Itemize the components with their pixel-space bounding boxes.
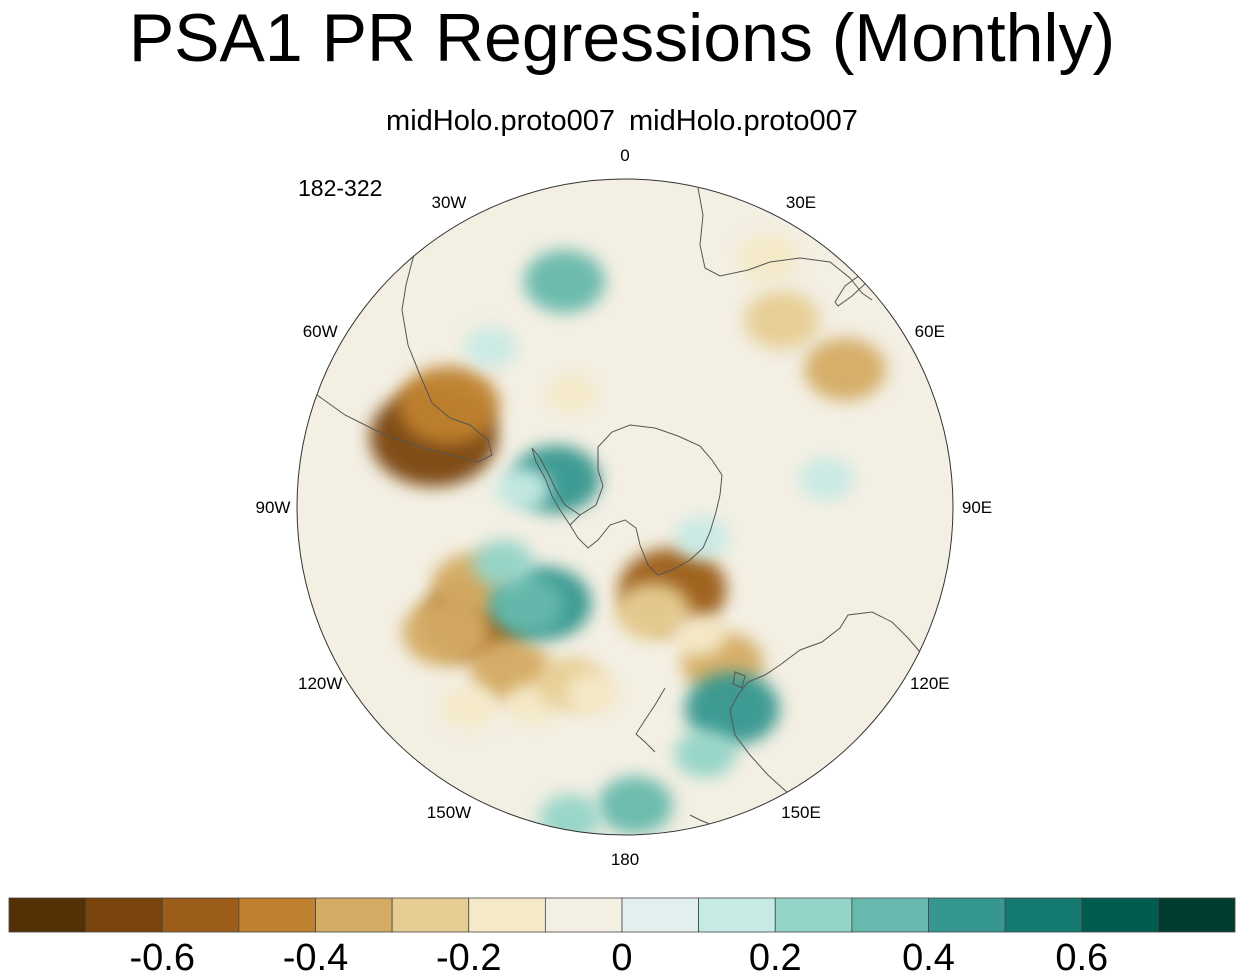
tasmania-coastline bbox=[732, 671, 746, 689]
anomaly-cell-12 bbox=[671, 613, 727, 657]
lon-label-180: 180 bbox=[611, 850, 639, 869]
map-background bbox=[297, 179, 953, 835]
anomaly-cell-30 bbox=[674, 516, 730, 560]
colorbar-box-1 bbox=[85, 897, 163, 933]
polar-map: 0 30E 60E 90E 120E 150E 180 150W 120W 90W 60W 30W bbox=[256, 146, 993, 869]
colorbar-box-10 bbox=[774, 897, 853, 933]
precip-regression-field bbox=[369, 234, 886, 835]
lon-label-90w: 90W bbox=[256, 498, 291, 517]
colorbar-box-13 bbox=[1004, 897, 1083, 933]
australia-coastline bbox=[737, 611, 921, 696]
anomaly-cell-1 bbox=[398, 366, 500, 445]
colorbar: -0.6 -0.4 -0.2 0 0.2 0.4 0.6 bbox=[8, 897, 1236, 978]
chart-subtitle: midHolo.proto007 midHolo.proto007 bbox=[386, 105, 858, 137]
anomaly-cell-23 bbox=[685, 672, 780, 746]
anomaly-cell-8 bbox=[440, 686, 496, 729]
anomaly-cell-17 bbox=[546, 373, 598, 413]
colorbar-tick-label: 0 bbox=[611, 937, 632, 978]
lon-label-150e: 150E bbox=[781, 803, 821, 822]
colorbar-box-9 bbox=[698, 897, 776, 933]
colorbar-box-2 bbox=[161, 897, 240, 933]
lon-label-60e: 60E bbox=[915, 322, 945, 341]
anomaly-cell-26 bbox=[539, 794, 601, 835]
colorbar-tick-label: 0.4 bbox=[902, 937, 955, 978]
anomaly-cell-19 bbox=[489, 576, 565, 634]
lon-label-120w: 120W bbox=[298, 674, 342, 693]
anomaly-cell-24 bbox=[674, 730, 736, 778]
anomaly-cell-14 bbox=[804, 338, 886, 401]
colorbar-box-7 bbox=[544, 897, 623, 933]
lon-label-150w: 150W bbox=[427, 803, 471, 822]
anomaly-cell-20 bbox=[472, 540, 535, 588]
anomaly-cell-22 bbox=[465, 327, 517, 367]
year-range-label: 182-322 bbox=[298, 175, 383, 201]
lon-label-0: 0 bbox=[620, 146, 629, 165]
colorbar-tick-label: -0.6 bbox=[130, 937, 195, 978]
chart-title: PSA1 PR Regressions (Monthly) bbox=[128, 0, 1116, 76]
new-zealand-coastline bbox=[635, 687, 666, 753]
new-zealand-north-coastline bbox=[689, 814, 713, 826]
colorbar-box-15 bbox=[1157, 897, 1236, 933]
anomaly-cell-10 bbox=[615, 582, 691, 641]
colorbar-box-3 bbox=[238, 897, 316, 933]
colorbar-box-11 bbox=[851, 897, 929, 933]
colorbar-box-12 bbox=[928, 897, 1006, 933]
colorbar-box-0 bbox=[8, 897, 87, 933]
lon-label-60w: 60W bbox=[303, 322, 338, 341]
anomaly-cell-25 bbox=[598, 776, 673, 835]
coastlines bbox=[316, 187, 921, 826]
anomaly-cell-29 bbox=[495, 467, 551, 511]
colorbar-tick-label: 0.2 bbox=[749, 937, 802, 978]
lon-label-30w: 30W bbox=[432, 193, 467, 212]
anomaly-cell-15 bbox=[737, 234, 800, 283]
colorbar-tick-label: -0.4 bbox=[283, 937, 348, 978]
anomaly-cell-21 bbox=[523, 250, 606, 313]
colorbar-box-8 bbox=[621, 897, 700, 933]
colorbar-tick-label: 0.6 bbox=[1055, 937, 1108, 978]
colorbar-box-14 bbox=[1081, 897, 1159, 933]
anomaly-cell-27 bbox=[799, 457, 855, 501]
map-boundary bbox=[296, 178, 954, 836]
colorbar-tick-label: -0.2 bbox=[436, 937, 501, 978]
antarctica-coastline bbox=[569, 424, 723, 576]
colorbar-box-4 bbox=[315, 897, 393, 933]
antarctic-peninsula-coastline bbox=[531, 447, 581, 526]
lon-label-30e: 30E bbox=[786, 193, 816, 212]
colorbar-box-5 bbox=[391, 897, 470, 933]
colorbar-box-6 bbox=[468, 897, 546, 933]
anomaly-cell-16 bbox=[564, 672, 620, 715]
lon-label-90e: 90E bbox=[962, 498, 992, 517]
anomaly-cell-13 bbox=[744, 291, 820, 350]
south-america-coastline bbox=[316, 239, 493, 463]
lon-label-120e: 120E bbox=[910, 674, 950, 693]
